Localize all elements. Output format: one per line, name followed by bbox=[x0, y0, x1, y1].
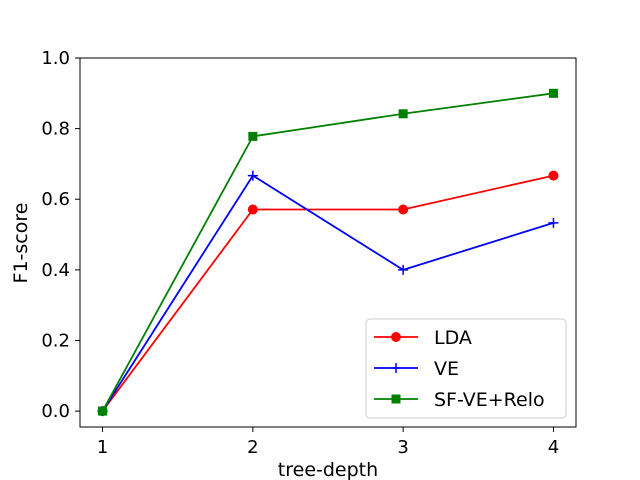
x-tick-label: 3 bbox=[397, 437, 408, 458]
data-point-lda bbox=[398, 204, 409, 215]
x-tick-label: 4 bbox=[548, 437, 559, 458]
legend-marker-ve bbox=[391, 363, 401, 373]
y-tick-label: 0.6 bbox=[41, 189, 70, 210]
data-point-sf-ve-relo bbox=[548, 88, 558, 98]
data-point-sf-ve-relo bbox=[398, 109, 408, 119]
legend-label-lda: LDA bbox=[434, 327, 472, 349]
data-point-ve bbox=[398, 264, 409, 275]
legend-marker-lda bbox=[391, 332, 401, 342]
series-line-lda bbox=[101, 174, 554, 412]
x-axis: 1 2 3 4 bbox=[97, 427, 559, 458]
series-ve bbox=[97, 170, 559, 417]
data-point-sf-ve-relo bbox=[248, 131, 258, 141]
y-tick-label: 0.2 bbox=[41, 330, 70, 351]
y-axis: 0.0 0.2 0.4 0.6 0.8 1.0 bbox=[41, 48, 80, 422]
series-sf-ve-relo bbox=[98, 88, 558, 416]
plot-area bbox=[97, 88, 559, 417]
y-tick-label: 0.4 bbox=[41, 260, 70, 281]
data-point-lda bbox=[548, 170, 559, 181]
data-point-lda bbox=[247, 204, 258, 215]
data-point-ve bbox=[247, 170, 258, 181]
y-axis-label: F1-score bbox=[10, 203, 32, 284]
legend-marker-sf-ve-relo bbox=[391, 394, 401, 404]
legend-label-ve: VE bbox=[434, 358, 459, 380]
data-point-ve bbox=[548, 217, 559, 228]
data-point-sf-ve-relo bbox=[98, 406, 108, 416]
series-line-sf-ve-relo bbox=[101, 92, 554, 412]
x-tick-label: 2 bbox=[247, 437, 258, 458]
legend-label-sf-ve-relo: SF-VE+Relo bbox=[434, 389, 545, 411]
series-lda bbox=[97, 170, 559, 417]
y-tick-label: 1.0 bbox=[41, 48, 70, 69]
legend: LDA VE SF-VE+Relo bbox=[365, 318, 567, 419]
series-line-ve bbox=[101, 174, 554, 412]
legend-box bbox=[365, 318, 567, 419]
y-tick-label: 0.8 bbox=[41, 119, 70, 140]
x-tick-label: 1 bbox=[97, 437, 108, 458]
plot-frame bbox=[79, 57, 577, 428]
x-axis-label: tree-depth bbox=[278, 459, 378, 480]
y-tick-label: 0.0 bbox=[41, 401, 70, 422]
